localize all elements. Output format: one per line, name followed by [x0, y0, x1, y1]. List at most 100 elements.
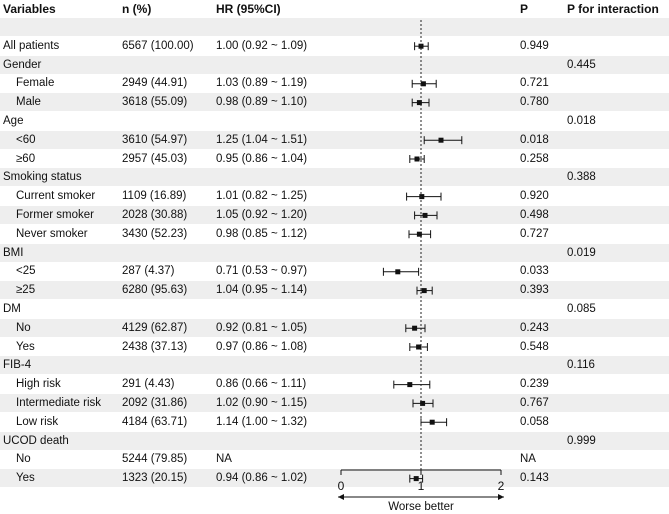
- row-p-interaction: 0.116: [567, 359, 595, 372]
- row-hr: 1.03 (0.89 ~ 1.19): [216, 77, 308, 90]
- row-n: 3610 (54.97): [122, 133, 188, 146]
- row-label: <60: [16, 133, 36, 146]
- table-header: Variables n (%) HR (95%CI) P P for inter…: [0, 0, 669, 18]
- header-p: P: [520, 2, 529, 16]
- row-p: 0.949: [520, 39, 549, 52]
- arrow-right-icon: [498, 494, 504, 500]
- row-label: FIB-4: [3, 359, 32, 372]
- row-n: 291 (4.43): [122, 378, 175, 391]
- row-hr: 0.86 (0.66 ~ 1.11): [216, 378, 307, 391]
- row-label: High risk: [16, 378, 61, 391]
- row-p: 0.780: [520, 96, 549, 109]
- header-p-interaction: P for interaction: [567, 2, 659, 16]
- table-row: <60 3610 (54.97) 1.25 (1.04 ~ 1.51) 0.018: [0, 130, 669, 149]
- row-n: 4184 (63.71): [122, 415, 188, 428]
- row-n: 1109 (16.89): [122, 190, 187, 203]
- row-label: Yes: [16, 340, 35, 353]
- row-label: Female: [16, 77, 55, 90]
- row-hr: 1.00 (0.92 ~ 1.09): [216, 39, 308, 52]
- row-n: 1323 (20.15): [122, 472, 188, 485]
- row-p-interaction: 0.085: [567, 303, 596, 315]
- row-p: NA: [520, 453, 536, 466]
- table-row: No 5244 (79.85) NA NA: [0, 450, 669, 468]
- row-p: 0.767: [520, 397, 549, 409]
- row-hr: 1.04 (0.95 ~ 1.14): [216, 284, 308, 297]
- row-hr: 0.97 (0.86 ~ 1.08): [216, 340, 308, 353]
- row-p-interaction: 0.018: [567, 115, 596, 127]
- table-row: UCOD death 0.999: [0, 431, 669, 450]
- row-label: No: [16, 321, 31, 334]
- table-row: ≥25 6280 (95.63) 1.04 (0.95 ~ 1.14) 0.393: [0, 281, 669, 300]
- row-n: 2092 (31.86): [122, 397, 188, 409]
- row-hr: 0.98 (0.85 ~ 1.12): [216, 227, 308, 240]
- row-p: 0.143: [520, 472, 549, 485]
- row-n: 6280 (95.63): [122, 284, 188, 297]
- row-p: 0.393: [520, 284, 549, 297]
- header-variables: Variables: [3, 2, 56, 16]
- row-label: DM: [3, 303, 21, 315]
- row-label: Low risk: [16, 415, 59, 428]
- table-row: Yes 2438 (37.13) 0.97 (0.86 ~ 1.08) 0.548: [0, 338, 669, 356]
- table-row: [0, 18, 669, 36]
- row-p: 0.721: [520, 77, 549, 90]
- table-row: DM 0.085: [0, 300, 669, 318]
- row-p: 0.727: [520, 227, 549, 240]
- row-p-interaction: 0.019: [567, 246, 596, 259]
- row-label: ≥60: [16, 152, 36, 165]
- arrow-left-icon: [338, 494, 344, 500]
- table-row: Yes 1323 (20.15) 0.94 (0.86 ~ 1.02) 0.143: [0, 469, 669, 488]
- row-n: 2438 (37.13): [122, 340, 188, 353]
- row-p-interaction: 0.445: [567, 58, 596, 71]
- row-label: <25: [16, 265, 36, 278]
- row-p: 0.243: [520, 321, 549, 334]
- row-n: 5244 (79.85): [122, 453, 188, 466]
- row-p: 0.548: [520, 340, 549, 353]
- table-row: All patients 6567 (100.00) 1.00 (0.92 ~ 1.…: [0, 37, 669, 55]
- row-label: All patients: [3, 39, 60, 52]
- table-row: Intermediate risk 2092 (31.86) 1.02 (0.90 …: [0, 394, 669, 412]
- table-row: Female 2949 (44.91) 1.03 (0.89 ~ 1.19) 0.72…: [0, 74, 669, 92]
- row-hr: 0.94 (0.86 ~ 1.02): [216, 472, 308, 485]
- row-p-interaction: 0.388: [567, 171, 596, 184]
- table-row: No 4129 (62.87) 0.92 (0.81 ~ 1.05) 0.243: [0, 318, 669, 337]
- header-n: n (%): [122, 2, 152, 16]
- header-hr: HR (95%CI): [216, 2, 281, 16]
- row-hr: 0.71 (0.53 ~ 0.97): [216, 265, 308, 278]
- row-n: 2949 (44.91): [122, 77, 188, 90]
- row-p: 0.920: [520, 190, 549, 203]
- row-label: UCOD death: [3, 434, 69, 447]
- row-hr: 1.02 (0.90 ~ 1.15): [216, 397, 308, 409]
- direction-label: Worse better: [388, 501, 454, 513]
- table-row: Never smoker 3430 (52.23) 0.98 (0.85 ~ 1.1…: [0, 225, 669, 243]
- row-label: Yes: [16, 472, 35, 485]
- row-p: 0.239: [520, 378, 549, 391]
- row-label: Intermediate risk: [16, 397, 102, 409]
- row-hr: 1.25 (1.04 ~ 1.51): [216, 133, 308, 146]
- row-hr: 0.98 (0.89 ~ 1.10): [216, 96, 308, 109]
- row-n: 3618 (55.09): [122, 96, 188, 109]
- table-row: High risk 291 (4.43) 0.86 (0.66 ~ 1.11) 0.2…: [0, 375, 669, 393]
- table-row: ≥60 2957 (45.03) 0.95 (0.86 ~ 1.04) 0.258: [0, 150, 669, 168]
- row-n: 3430 (52.23): [122, 227, 188, 240]
- row-label: No: [16, 453, 31, 466]
- row-label: Smoking status: [3, 171, 82, 184]
- row-n: 287 (4.37): [122, 265, 175, 278]
- table-row: FIB-4 0.116: [0, 356, 669, 375]
- row-hr: 1.01 (0.82 ~ 1.25): [216, 190, 308, 203]
- table-row: Low risk 4184 (63.71) 1.14 (1.00 ~ 1.32) 0.…: [0, 413, 669, 431]
- row-n: 2957 (45.03): [122, 152, 188, 165]
- row-n: 6567 (100.00): [122, 39, 194, 52]
- table-row: Current smoker 1109 (16.89) 1.01 (0.82 ~ 1…: [0, 187, 669, 205]
- table-row: <25 287 (4.37) 0.71 (0.53 ~ 0.97) 0.033: [0, 262, 669, 280]
- row-n: 4129 (62.87): [122, 321, 188, 334]
- row-label: Never smoker: [16, 227, 88, 240]
- row-label: Gender: [3, 58, 42, 71]
- row-p: 0.058: [520, 415, 549, 428]
- table-row: Smoking status 0.388: [0, 168, 669, 187]
- row-label: Age: [3, 115, 24, 127]
- row-hr: 0.95 (0.86 ~ 1.04): [216, 152, 308, 165]
- row-hr: NA: [216, 453, 232, 466]
- table-row: Age 0.018: [0, 112, 669, 130]
- row-label: Former smoker: [16, 209, 94, 221]
